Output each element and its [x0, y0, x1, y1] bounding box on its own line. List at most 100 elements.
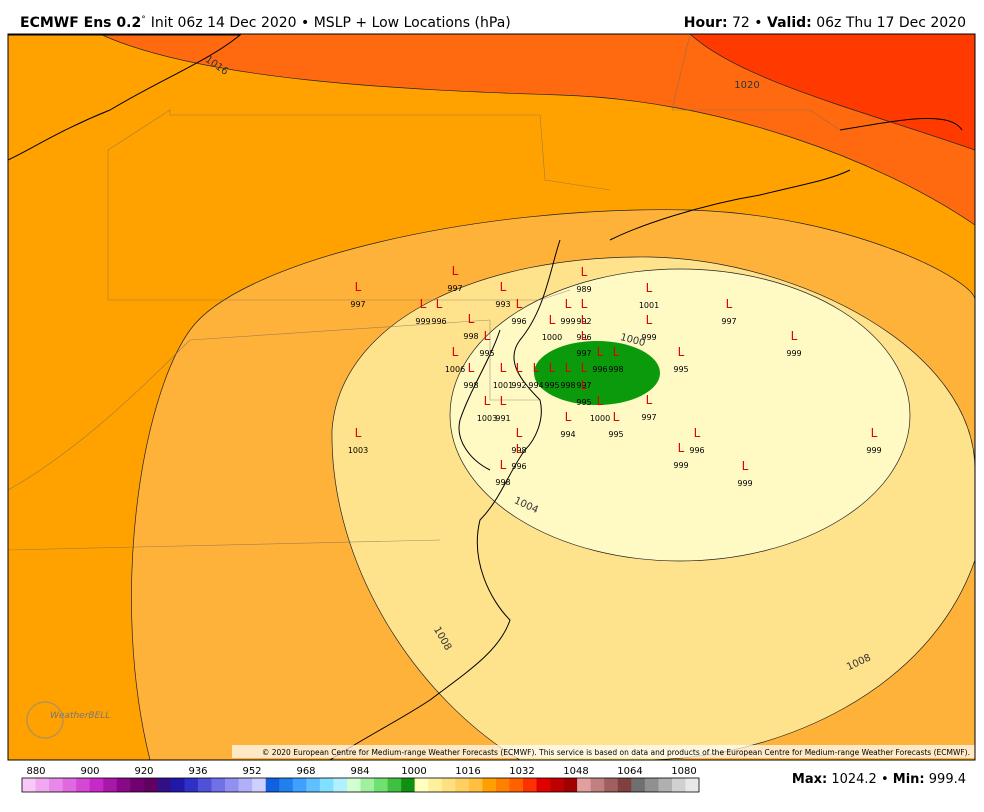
colorbar-label: 952: [242, 766, 261, 777]
colorbar-cell: [225, 778, 239, 792]
low-pressure: 996: [431, 317, 446, 326]
colorbar-cell: [143, 778, 158, 792]
colorbar-label: 1032: [509, 766, 534, 777]
colorbar-cell: [644, 778, 659, 792]
low-pressure: 1006: [445, 365, 465, 374]
colorbar-label: 936: [188, 766, 207, 777]
low-symbol: L: [500, 361, 507, 375]
low-symbol: L: [646, 393, 653, 407]
low-symbol: L: [597, 394, 604, 408]
low-symbol: L: [516, 361, 523, 375]
colorbar-cell: [563, 778, 578, 792]
copyright: © 2020 European Centre for Medium-range …: [262, 748, 970, 757]
low-symbol: L: [500, 458, 507, 472]
low-symbol: L: [678, 441, 685, 455]
low-symbol: L: [581, 329, 588, 343]
low-symbol: L: [452, 345, 459, 359]
low-pressure: 999: [560, 317, 575, 326]
low-symbol: L: [500, 280, 507, 294]
low-pressure: 994: [528, 381, 543, 390]
colorbar-cell: [116, 778, 131, 792]
low-symbol: L: [613, 345, 620, 359]
logo-globe: [26, 701, 64, 739]
map-frame: [7, 33, 976, 761]
colorbar-cell: [211, 778, 226, 792]
low-symbol: L: [646, 313, 653, 327]
colorbar-cell: [252, 778, 267, 792]
colorbar-cell: [35, 778, 50, 792]
colorbar-label: 1000: [401, 766, 426, 777]
low-symbol: L: [742, 459, 749, 473]
colorbar-cell: [577, 778, 591, 792]
colorbar-cell: [522, 778, 537, 792]
low-symbol: L: [871, 426, 878, 440]
colorbar-label: 880: [26, 766, 45, 777]
low-symbol: L: [581, 313, 588, 327]
colorbar-cell: [103, 778, 118, 792]
colorbar-cell: [198, 778, 212, 792]
colorbar-cell: [428, 778, 443, 792]
colorbar-cell: [495, 778, 510, 792]
low-symbol: L: [549, 361, 556, 375]
low-pressure: 996: [511, 462, 526, 471]
colorbar-label: 1016: [455, 766, 480, 777]
low-pressure: 999: [737, 479, 752, 488]
low-symbol: L: [355, 280, 362, 294]
low-pressure: 1000: [542, 333, 562, 342]
colorbar-cell: [76, 778, 90, 792]
low-symbol: L: [694, 426, 701, 440]
low-pressure: 998: [463, 381, 478, 390]
colorbar-cell: [306, 778, 321, 792]
low-symbol: L: [565, 297, 572, 311]
low-symbol: L: [791, 329, 798, 343]
low-symbol: L: [516, 442, 523, 456]
low-pressure: 995: [576, 398, 591, 407]
low-pressure: 992: [511, 381, 526, 390]
low-symbol: L: [516, 426, 523, 440]
valid-time: Hour: 72 • Valid: 06z Thu 17 Dec 2020: [684, 15, 966, 31]
low-pressure: 999: [786, 349, 801, 358]
low-pressure: 1003: [477, 414, 497, 423]
colorbar-label: 920: [134, 766, 153, 777]
low-pressure: 993: [495, 300, 510, 309]
colorbar-cell: [157, 778, 172, 792]
title: ECMWF Ens 0.2° Init 06z 14 Dec 2020 • MSL…: [20, 15, 511, 31]
colorbar-cell: [685, 778, 700, 792]
low-symbol: L: [355, 426, 362, 440]
low-pressure: 997: [350, 300, 365, 309]
colorbar-cell: [265, 778, 280, 792]
colorbar-cell: [401, 778, 415, 792]
low-pressure: 995: [673, 365, 688, 374]
colorbar-label: 1064: [617, 766, 642, 777]
colorbar-cell: [319, 778, 334, 792]
low-pressure: 998: [495, 478, 510, 487]
low-pressure: 996: [592, 365, 607, 374]
colorbar-cell: [346, 778, 361, 792]
colorbar-cell: [604, 778, 619, 792]
contour-label: 1020: [734, 80, 759, 91]
low-pressure: 997: [721, 317, 736, 326]
colorbar-cell: [22, 778, 36, 792]
colorbar-cell: [414, 778, 429, 792]
low-pressure: 999: [641, 333, 656, 342]
colorbar-cell: [184, 778, 199, 792]
low-pressure: 998: [608, 365, 623, 374]
colorbar: 880 900 920 936 952 968 984 1000 1016 1032 1048 106…: [21, 766, 700, 793]
low-symbol: L: [468, 361, 475, 375]
colorbar-cell: [441, 778, 456, 792]
colorbar-label: 1048: [563, 766, 588, 777]
low-pressure: 996: [576, 333, 591, 342]
low-symbol: L: [581, 265, 588, 279]
coastlines: [8, 34, 963, 760]
low-pressure: 997: [641, 413, 656, 422]
low-pressure: 995: [544, 381, 559, 390]
colorbar-cell: [455, 778, 470, 792]
colorbar-cell: [671, 778, 686, 792]
colorbar-label: 968: [296, 766, 315, 777]
colorbar-cell: [374, 778, 388, 792]
logo: WeatherBELL: [50, 711, 110, 721]
low-symbol: L: [533, 361, 540, 375]
band-1020: [689, 34, 975, 151]
